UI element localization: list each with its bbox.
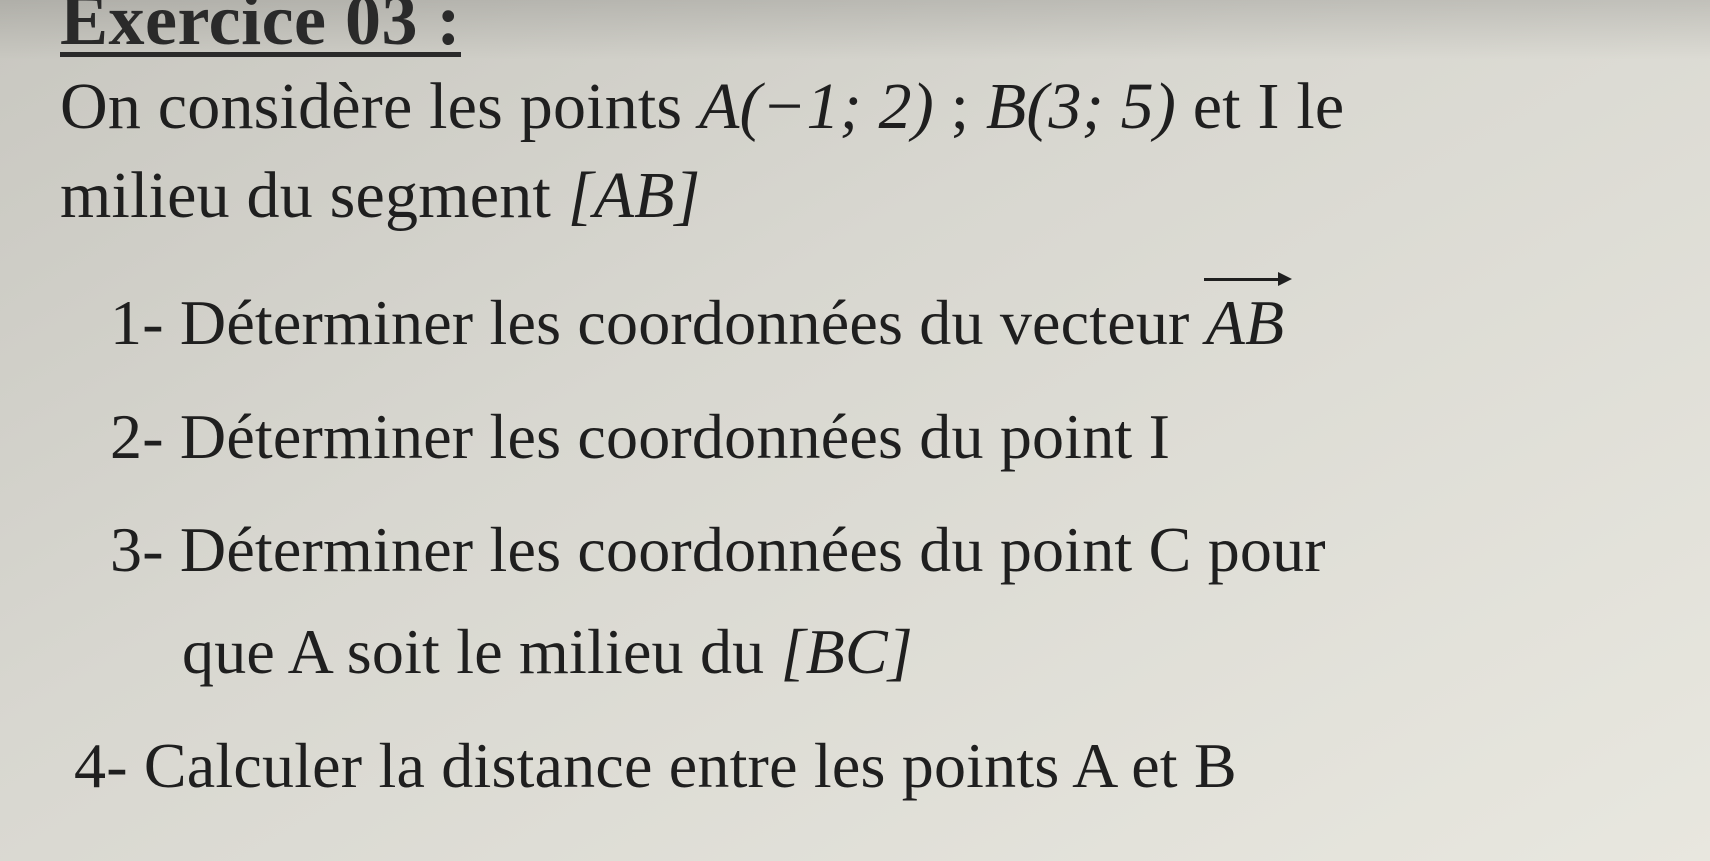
question-1-text: 1- Déterminer les coordonnées du vecteur [110,287,1206,358]
intro-point-a: A(−1; 2) [699,70,934,143]
question-list: 1- Déterminer les coordonnées du vecteur… [60,280,1670,802]
intro-segment-ab: [AB] [568,159,701,232]
exercise-intro: On considère les points A(−1; 2) ; B(3; … [60,62,1670,240]
exercise-block: Exercice 03 : On considère les points A(… [0,0,1710,802]
question-3: 3- Déterminer les coordonnées du point C… [110,513,1670,587]
vector-ab: AB [1206,280,1285,360]
question-3b-text: que A soit le milieu du [182,616,781,687]
question-2: 2- Déterminer les coordonnées du point I [110,400,1670,474]
question-1: 1- Déterminer les coordonnées du vecteur… [110,280,1670,360]
intro-line1-sep: ; [934,70,986,143]
question-3-cont: que A soit le milieu du [BC] [110,615,1670,689]
intro-line1-text-a: On considère les points [60,70,699,143]
intro-point-b: B(3; 5) [986,70,1176,143]
segment-bc: [BC] [781,616,913,687]
intro-line1-tail: et I le [1176,70,1344,143]
intro-line2-text: milieu du segment [60,159,568,232]
question-4: 4- Calculer la distance entre les points… [74,729,1670,803]
exercise-title: Exercice 03 : [60,0,1670,56]
